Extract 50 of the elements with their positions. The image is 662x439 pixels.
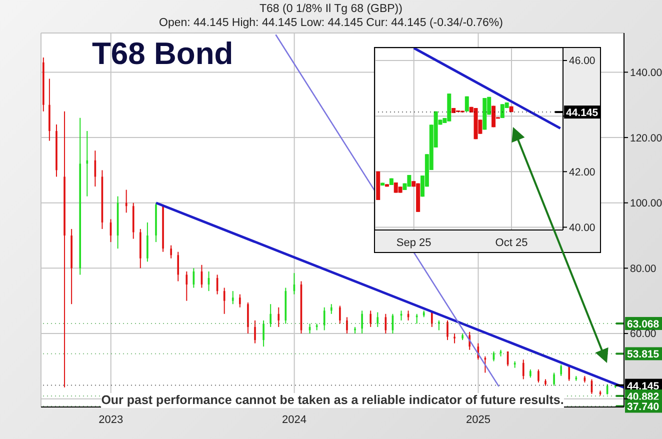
x-tick-label: 2025 <box>466 414 490 426</box>
candlestick <box>361 310 363 334</box>
candlestick <box>454 333 456 344</box>
ref-line-label: 53.815 <box>627 348 660 361</box>
candlestick <box>247 302 249 334</box>
candlestick <box>560 364 562 376</box>
candlestick <box>330 304 332 314</box>
candlestick <box>86 130 88 197</box>
annotation: T68 Bond <box>92 36 234 72</box>
ref-line-label: 63.068 <box>627 318 660 330</box>
y-tick-label: 42.00 <box>569 166 596 178</box>
candlestick <box>464 96 469 112</box>
candlestick <box>538 368 540 383</box>
candlestick <box>370 310 372 328</box>
candlestick <box>376 312 379 328</box>
x-tick-label: 2023 <box>98 414 124 426</box>
chart-subtitle: Open: 44.145 High: 44.145 Low: 44.145 Cur: 44.145 (-0.34/-0.76%) <box>158 17 504 29</box>
candlestick <box>522 359 524 380</box>
candlestick <box>553 372 555 386</box>
y-tick-label: 60.00 <box>630 328 656 340</box>
ref-line-label: 44.145 <box>566 107 598 120</box>
ref-line-label: 44.145 <box>627 380 660 392</box>
candlestick <box>278 306 280 328</box>
y-tick-label: 100.00 <box>630 198 662 210</box>
candlestick <box>446 320 448 341</box>
x-tick-label: Oct 25 <box>495 236 528 249</box>
candlestick <box>170 244 172 259</box>
ref-line-label: 37.740 <box>627 401 660 414</box>
candlestick <box>262 320 264 348</box>
candlestick <box>232 290 234 305</box>
ref-line-label: 40.882 <box>627 390 660 403</box>
candlestick <box>438 320 440 331</box>
y-tick-label: 40.00 <box>569 222 596 234</box>
x-tick-label: Sep 25 <box>396 236 432 249</box>
candlestick <box>339 305 341 324</box>
annotation: Our past performance cannot be taken as a reliable indicator of future results. <box>101 393 564 408</box>
y-tick-label: 120.00 <box>630 132 662 144</box>
candlestick <box>239 294 241 308</box>
candlestick <box>186 270 188 302</box>
y-tick-label: 46.00 <box>569 55 596 68</box>
chart-title: T68 (0 1/8% Il Tg 68 (GBP)) <box>258 3 404 15</box>
candlestick <box>323 306 326 331</box>
x-tick-label: 2024 <box>282 414 307 426</box>
y-tick-label: 80.00 <box>630 262 656 275</box>
candlestick <box>346 316 348 334</box>
y-tick-label: 140.00 <box>630 66 662 79</box>
candlestick <box>270 304 272 328</box>
candlestick <box>146 222 148 262</box>
candlestick <box>254 320 256 344</box>
candlestick <box>177 251 180 282</box>
